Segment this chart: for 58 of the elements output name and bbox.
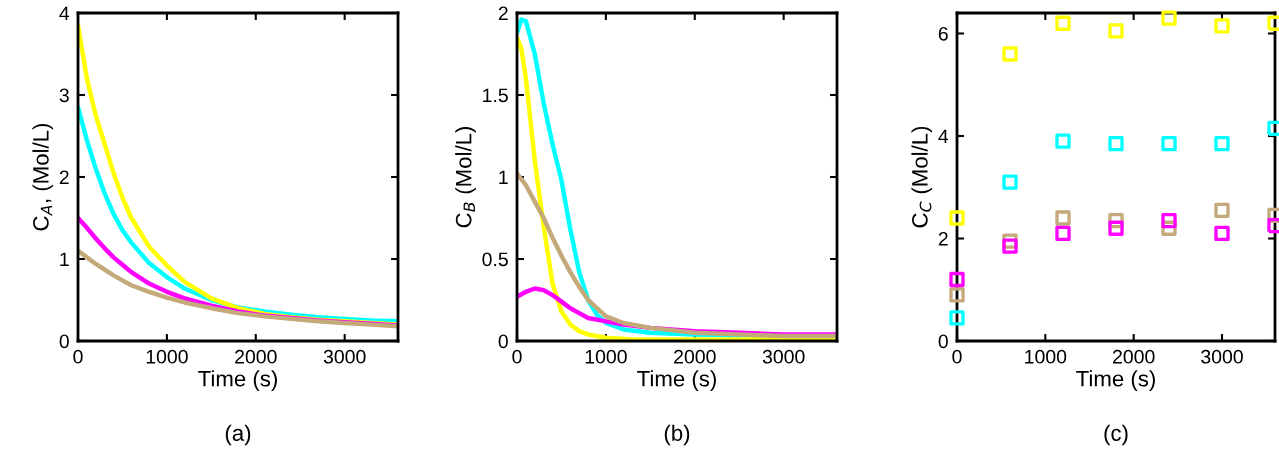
point xyxy=(949,310,965,326)
y-tick-label: 6 xyxy=(938,26,948,41)
y-tick-label: 0 xyxy=(498,334,508,349)
x-tick-label: 3000 xyxy=(762,349,805,364)
x-tick-label: 2000 xyxy=(674,349,716,364)
point xyxy=(1055,133,1071,149)
y-tick-label: 2 xyxy=(498,6,508,21)
y-tick-label: 0 xyxy=(938,334,948,349)
y-tick-label: 2 xyxy=(938,231,948,246)
point xyxy=(949,287,965,303)
y-tick-label: 3 xyxy=(59,88,69,103)
point xyxy=(1214,18,1230,34)
x-tick-label: 1000 xyxy=(1025,349,1067,364)
x-tick-label: 0 xyxy=(73,349,83,364)
point xyxy=(1055,210,1071,226)
y-tick-label: 1 xyxy=(499,170,508,185)
x-tick-label: 2000 xyxy=(235,349,277,364)
x-tick-label: 1000 xyxy=(585,349,627,364)
point xyxy=(1002,46,1018,62)
point xyxy=(1161,136,1177,152)
y-axis-title: C$_{B}$ (Mol/L) xyxy=(455,126,476,228)
point xyxy=(1214,202,1230,218)
y-axis-title: C$_{C}$ (Mol/L) xyxy=(911,126,933,228)
x-tick-label: 3000 xyxy=(323,349,366,364)
text: (c) xyxy=(1104,424,1128,446)
point xyxy=(1161,10,1177,26)
x-axis-title: Time (s) xyxy=(637,370,716,391)
point xyxy=(1108,23,1124,39)
point xyxy=(949,271,965,288)
x-tick-label: 0 xyxy=(512,349,522,364)
y-tick-label: 1 xyxy=(60,252,69,267)
y-tick-label: 4 xyxy=(59,6,70,21)
text: (a) xyxy=(225,424,251,446)
point xyxy=(1055,225,1071,242)
point xyxy=(1002,174,1018,190)
x-tick-label: 2000 xyxy=(1113,349,1155,364)
y-tick-label: 1.5 xyxy=(483,88,508,103)
text: (b) xyxy=(664,424,690,446)
point xyxy=(1108,136,1124,152)
x-tick-label: 3000 xyxy=(1201,349,1243,364)
point xyxy=(1214,225,1230,242)
line-series xyxy=(517,171,837,339)
point xyxy=(1214,136,1230,152)
y-tick-label: 4 xyxy=(938,129,949,144)
line-series xyxy=(78,248,398,329)
x-tick-label: 0 xyxy=(952,349,962,364)
y-axis-title: C$_{A}$, (Mol/L) xyxy=(32,123,54,231)
x-axis-title: Time (s) xyxy=(198,370,277,391)
y-tick-label: 2 xyxy=(59,170,69,185)
x-tick-label: 1000 xyxy=(146,349,188,364)
point xyxy=(1108,220,1124,236)
y-tick-label: 0 xyxy=(59,334,69,349)
point xyxy=(949,210,965,226)
point xyxy=(1002,238,1018,254)
point xyxy=(1055,15,1071,31)
point xyxy=(1161,212,1177,229)
y-tick-label: 0.5 xyxy=(482,252,508,267)
x-axis-title: Time (s) xyxy=(1076,370,1155,391)
